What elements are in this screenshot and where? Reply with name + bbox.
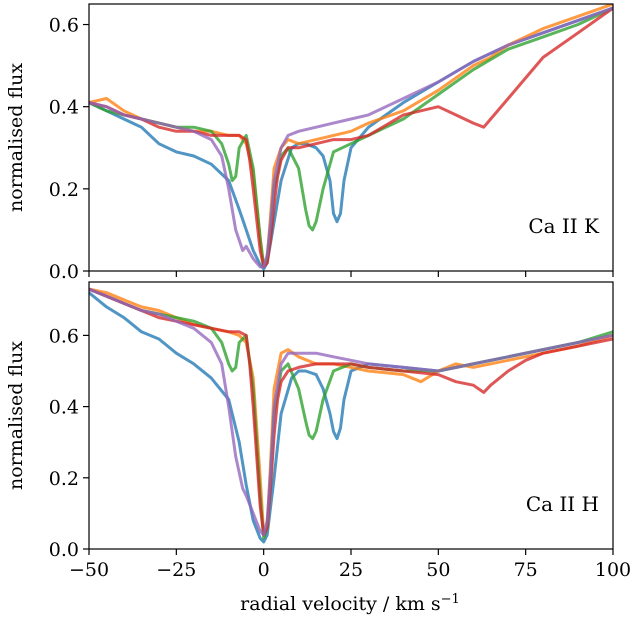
y-axis-label: normalised flux (5, 63, 27, 212)
series-group (89, 4, 613, 271)
panel-label: Ca II K (528, 214, 600, 238)
panel-label: Ca II H (526, 492, 599, 516)
x-tick-label: 25 (339, 559, 363, 581)
series-line-4 (89, 287, 613, 537)
series-line-3 (89, 287, 613, 537)
x-tick-label: −50 (69, 559, 109, 581)
y-tick-label: 0.6 (49, 15, 79, 37)
series-line-0 (89, 6, 613, 271)
series-line-4 (89, 6, 613, 269)
x-tick-label: 0 (258, 559, 270, 581)
x-axis-label-exponent: −1 (441, 592, 460, 607)
x-axis-label: radial velocity / km s−1 (240, 592, 460, 616)
panel-ca-ii-h: −50 −25 0 25 50 75 100 0.0 0.2 0.4 0.6 normalised f… (5, 281, 631, 581)
y-tick-label: 0.2 (49, 468, 79, 490)
y-tick-label: 0.4 (49, 97, 79, 119)
y-tick-label: 0.2 (49, 179, 79, 201)
y-tick-label: 0.6 (49, 325, 79, 347)
y-axis-label: normalised flux (5, 341, 27, 490)
y-tick-label: 0.4 (49, 397, 79, 419)
x-tick-label: 100 (595, 559, 631, 581)
y-tick-label: 0.0 (49, 261, 79, 283)
panel-ca-ii-k: 0.0 0.2 0.4 0.6 normalised flux Ca II K (5, 3, 614, 283)
x-tick-label: 75 (514, 559, 538, 581)
y-tick-label: 0.0 (49, 539, 79, 561)
x-tick-label: −25 (156, 559, 196, 581)
x-tick-label: 50 (426, 559, 450, 581)
series-group (89, 287, 613, 544)
